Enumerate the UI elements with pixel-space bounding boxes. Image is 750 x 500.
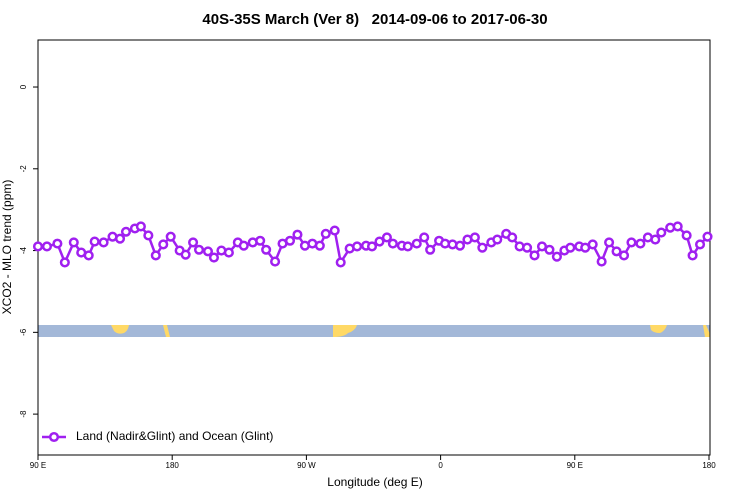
data-point — [374, 236, 385, 247]
x-tick-label: 0 — [438, 461, 443, 470]
data-point — [335, 257, 346, 268]
land-patch — [111, 325, 129, 334]
y-tick-label: -6 — [19, 328, 28, 336]
land-patch — [333, 325, 357, 337]
data-point — [419, 232, 430, 243]
x-tick-label: 90 E — [567, 461, 583, 470]
data-point — [143, 230, 154, 241]
data-point — [411, 238, 422, 249]
data-point — [292, 229, 303, 240]
data-point — [98, 237, 109, 248]
data-point — [135, 221, 146, 232]
data-point — [223, 247, 234, 258]
data-point — [193, 244, 205, 255]
data-point — [596, 256, 607, 267]
x-tick-label: 180 — [166, 461, 180, 470]
land-patch — [703, 325, 710, 337]
ocean-band — [38, 325, 710, 337]
data-point — [352, 241, 363, 252]
data-point — [83, 250, 94, 261]
data-point — [618, 250, 630, 261]
y-tick-label: -4 — [19, 246, 28, 254]
data-point — [314, 240, 325, 251]
data-point — [150, 250, 161, 261]
legend-marker — [48, 431, 60, 443]
data-point — [202, 246, 214, 257]
data-point — [165, 231, 176, 242]
data-point — [208, 252, 220, 263]
data-point — [672, 221, 683, 232]
land-patch — [650, 325, 667, 333]
data-point — [387, 238, 398, 249]
data-point — [261, 244, 272, 255]
data-point — [32, 241, 44, 252]
data-point — [320, 228, 331, 239]
data-point — [284, 235, 296, 246]
data-point — [469, 232, 480, 243]
data-point — [702, 231, 713, 242]
y-tick-label: 0 — [19, 84, 28, 89]
data-point — [68, 237, 79, 248]
data-point — [425, 244, 436, 255]
data-point — [238, 240, 249, 251]
data-point — [402, 241, 413, 252]
x-tick-label: 90 E — [30, 461, 46, 470]
data-point — [656, 227, 667, 238]
data-point — [587, 239, 598, 250]
data-point — [507, 232, 518, 243]
data-point — [381, 232, 392, 243]
x-axis-label: Longitude (deg E) — [327, 475, 422, 489]
data-point — [188, 237, 199, 248]
land-ocean-strip — [38, 325, 710, 337]
data-point — [89, 236, 100, 247]
data-point — [52, 238, 63, 249]
data-point — [529, 250, 540, 261]
land-patch — [163, 325, 170, 337]
data-point — [626, 237, 637, 248]
data-point — [454, 240, 466, 251]
data-point — [158, 239, 169, 250]
chart-title: 40S-35S March (Ver 8) 2014-09-06 to 2017… — [202, 11, 547, 28]
x-tick-label: 180 — [702, 461, 716, 470]
data-point — [681, 230, 692, 241]
data-point — [492, 234, 503, 245]
data-point — [120, 226, 132, 237]
data-point — [329, 225, 340, 236]
data-point — [41, 241, 52, 252]
data-point — [687, 250, 698, 261]
data-point — [366, 241, 378, 252]
y-tick-label: -8 — [19, 410, 28, 418]
x-tick-label: 90 W — [297, 461, 316, 470]
data-point — [611, 246, 622, 257]
data-point — [551, 251, 562, 262]
data-point — [544, 244, 555, 255]
data-point — [635, 238, 646, 249]
data-point — [522, 242, 533, 253]
y-tick-label: -2 — [19, 165, 28, 173]
data-point — [114, 233, 126, 244]
data-point — [59, 257, 70, 268]
data-point — [255, 235, 266, 246]
data-point — [695, 239, 706, 250]
y-axis-label: XCO2 - MLO trend (ppm) — [0, 180, 14, 315]
data-point — [180, 249, 191, 260]
data-point — [477, 242, 488, 253]
legend-label: Land (Nadir&Glint) and Ocean (Glint) — [76, 429, 273, 443]
data-point — [270, 256, 281, 267]
data-point — [565, 242, 576, 253]
data-point — [650, 234, 661, 245]
data-point — [604, 237, 615, 248]
